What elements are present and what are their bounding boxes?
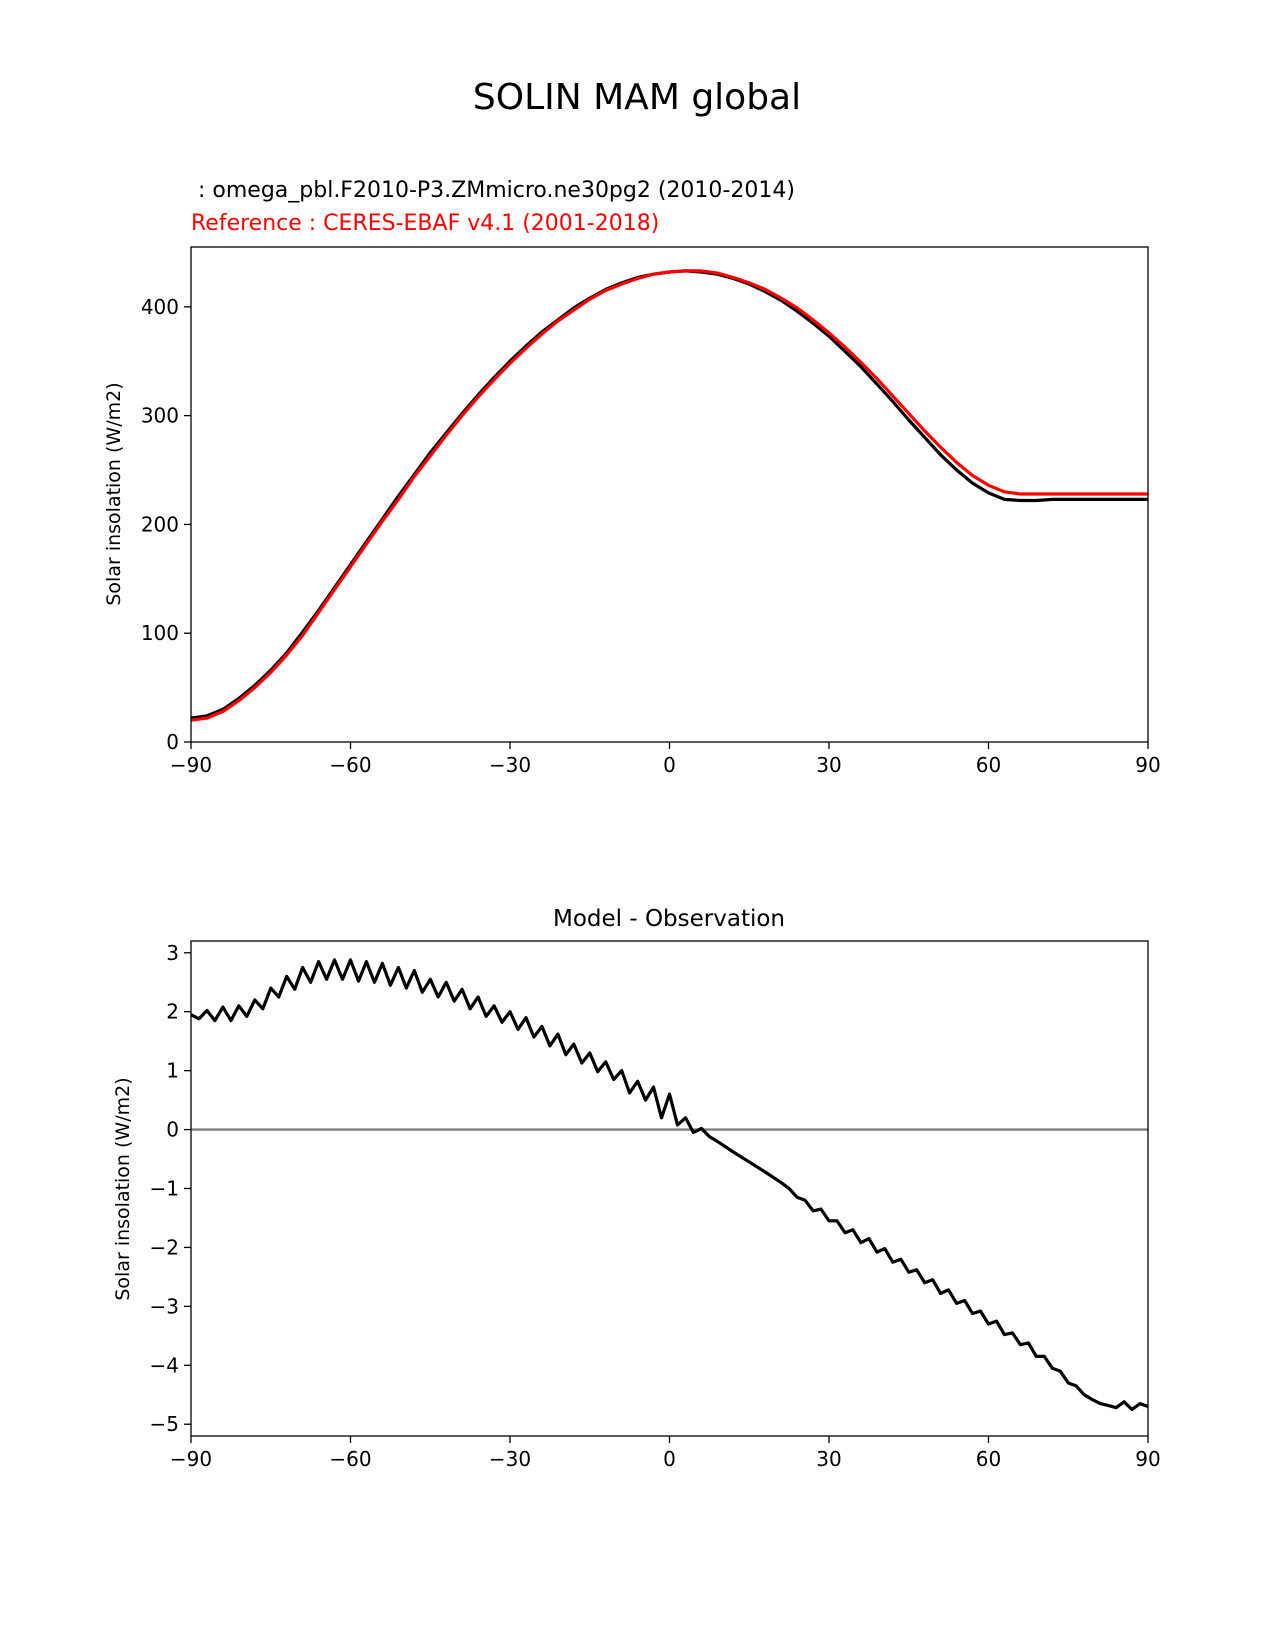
x-tick-label: 0	[663, 1447, 676, 1471]
x-tick-label: 60	[976, 1447, 1001, 1471]
y-tick-label: 0	[166, 730, 179, 754]
y-tick-label: −5	[150, 1412, 179, 1436]
x-tick-label: −90	[170, 753, 212, 777]
y-tick-label: 300	[141, 404, 179, 428]
x-tick-label: −90	[170, 1447, 212, 1471]
y-tick-label: 100	[141, 621, 179, 645]
x-tick-label: 90	[1135, 1447, 1160, 1471]
x-tick-label: −30	[489, 1447, 531, 1471]
x-tick-label: −60	[329, 753, 371, 777]
y-tick-label: −1	[150, 1177, 179, 1201]
y-tick-label: 0	[166, 1118, 179, 1142]
y-tick-label: −4	[150, 1353, 179, 1377]
top-ylabel: Solar insolation (W/m2)	[103, 382, 125, 605]
series-line-test	[190, 269, 1148, 720]
x-tick-label: 0	[663, 753, 676, 777]
axes-frame	[190, 246, 1149, 743]
y-tick-label: 2	[166, 1000, 179, 1024]
figure-title: SOLIN MAM global	[473, 77, 801, 118]
x-tick-label: −60	[329, 1447, 371, 1471]
x-tick-label: 30	[816, 1447, 841, 1471]
series-line-reference	[190, 269, 1148, 722]
y-tick-label: −2	[150, 1235, 179, 1259]
x-tick-label: 90	[1135, 753, 1160, 777]
test-label: : omega_pbl.F2010-P3.ZMmicro.ne30pg2 (20…	[191, 178, 795, 203]
bottom-plot-area: −90 −60 −30 0 30 60 90 3 2 1 0 −1 −2 −3 −4 −5	[150, 940, 1161, 1471]
top-plot-area: −90 −60 −30 0 30 60 90 0 100 200 300 400	[141, 246, 1161, 777]
y-tick-label: 1	[166, 1059, 179, 1083]
series-line-model-observation	[190, 958, 1149, 1412]
top-chart: : omega_pbl.F2010-P3.ZMmicro.ne30pg2 (20…	[103, 178, 1161, 777]
bottom-ylabel: Solar insolation (W/m2)	[112, 1077, 134, 1300]
x-tick-label: −30	[489, 753, 531, 777]
y-tick-label: 200	[141, 512, 179, 536]
y-tick-label: 400	[141, 295, 179, 319]
x-tick-label: 60	[976, 753, 1001, 777]
y-tick-label: 3	[166, 941, 179, 965]
reference-label: Reference : CERES-EBAF v4.1 (2001-2018)	[191, 211, 659, 236]
y-tick-label: −3	[150, 1294, 179, 1318]
x-tick-label: 30	[816, 753, 841, 777]
bottom-title: Model - Observation	[553, 906, 785, 932]
bottom-chart: Model - Observation Solar insolation (W/…	[112, 906, 1161, 1471]
axes-frame	[190, 940, 1149, 1437]
